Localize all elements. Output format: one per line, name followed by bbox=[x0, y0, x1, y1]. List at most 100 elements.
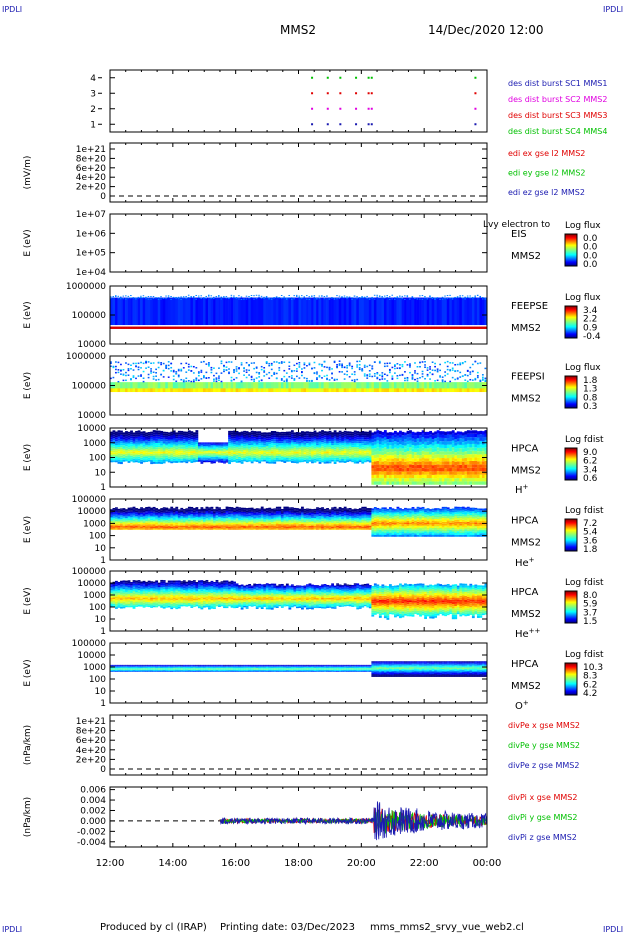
feepsi-cell bbox=[132, 369, 135, 371]
hpca_h-cell bbox=[170, 441, 174, 444]
feepse-cell bbox=[388, 298, 391, 300]
hpca_he1-cell bbox=[185, 525, 189, 528]
feepse-cell bbox=[459, 295, 461, 297]
hpca_he1-cell bbox=[185, 509, 189, 511]
hpca_he1-cell bbox=[157, 514, 161, 516]
hpca_h-colorbar-tick: 6.2 bbox=[583, 457, 597, 467]
feepse-cell bbox=[127, 297, 131, 326]
hpca_h-cell bbox=[248, 450, 252, 453]
feepse-cell bbox=[414, 326, 417, 329]
hpca_h-cell bbox=[117, 457, 121, 460]
hpca_he1-cell bbox=[122, 525, 126, 528]
hpca_h-cell bbox=[190, 443, 194, 446]
feepsi-cell bbox=[414, 378, 416, 381]
feepsi-cell bbox=[215, 382, 219, 392]
hpca_h-cell bbox=[295, 459, 299, 462]
hpca_he1-cell bbox=[187, 516, 191, 519]
hpca_h-cell bbox=[180, 436, 184, 439]
feepse-cell bbox=[253, 298, 255, 300]
hpca_h-cell bbox=[421, 443, 425, 448]
feepsi-cell bbox=[394, 365, 396, 367]
hpca_h-cell bbox=[336, 437, 340, 440]
hpca_h-cell bbox=[228, 457, 231, 460]
feepsi-cell bbox=[399, 388, 402, 393]
hpca_h-cell bbox=[110, 439, 113, 442]
hpca_h-cell bbox=[172, 430, 176, 433]
feepse-cell bbox=[240, 297, 244, 326]
hpca_h-cell bbox=[348, 459, 352, 462]
hpca_he1-cell bbox=[165, 511, 169, 514]
hpca_h-cell bbox=[112, 432, 116, 435]
feepsi-cell bbox=[210, 388, 214, 393]
feepse-cell bbox=[258, 294, 260, 296]
feepsi-cell bbox=[404, 371, 406, 373]
feepsi-cell bbox=[338, 364, 341, 367]
hpca_h-cell bbox=[130, 430, 133, 433]
hpca_h-cell bbox=[328, 457, 332, 460]
feepsi-cell bbox=[293, 364, 296, 367]
feepse-cell bbox=[404, 297, 407, 326]
feepsi-cell bbox=[135, 365, 137, 367]
hpca_h-cell bbox=[411, 451, 415, 455]
hpca_h-cell bbox=[429, 437, 433, 442]
hpca_h-cell bbox=[132, 456, 136, 459]
hpca_h-cell bbox=[391, 465, 395, 469]
hpca_h-cell bbox=[469, 437, 473, 441]
feepsi-cell bbox=[253, 362, 256, 364]
hpca_h-cell bbox=[172, 452, 176, 455]
hpca_h-cell bbox=[368, 438, 372, 441]
feepsi-cell bbox=[313, 382, 317, 392]
hpca_h-cell bbox=[152, 432, 156, 435]
feepsi-cell bbox=[481, 374, 484, 376]
hpca_he1-cell bbox=[200, 512, 204, 515]
hpca_h-cell bbox=[338, 430, 342, 433]
hpca_h-cell bbox=[175, 432, 179, 435]
hpca_he1-cell bbox=[140, 518, 143, 520]
hpca_h-cell bbox=[426, 441, 430, 446]
feepsi-cell bbox=[190, 365, 193, 368]
hpca_h-cell bbox=[338, 460, 342, 463]
feepsi-cell bbox=[426, 388, 430, 393]
hpca_h-cell bbox=[429, 471, 433, 475]
feepsi-cell bbox=[353, 379, 356, 381]
feepse-cell bbox=[449, 297, 451, 299]
hpca_he1-cell bbox=[175, 522, 179, 525]
hpca_h-cell bbox=[353, 436, 357, 439]
feepse-cell bbox=[353, 295, 356, 297]
hpca_h-cell bbox=[373, 458, 377, 462]
hpca_h-cell bbox=[238, 434, 241, 436]
hpca_he1-cell bbox=[125, 519, 128, 521]
feepsi-cell bbox=[162, 382, 166, 392]
hpca_h-cell bbox=[371, 452, 375, 456]
hpca_h-cell bbox=[180, 454, 184, 457]
feepsi-cell bbox=[341, 364, 343, 367]
hpca_h-cell bbox=[431, 465, 435, 469]
feepse-cell bbox=[421, 326, 425, 329]
hpca_he1-cell bbox=[127, 518, 131, 521]
feepsi-cell bbox=[130, 378, 132, 381]
feepsi-cell bbox=[454, 378, 457, 381]
hpca_he1-cell bbox=[150, 511, 154, 514]
hpca_h-cell bbox=[361, 441, 365, 444]
feepse-cell bbox=[110, 297, 113, 326]
hpca_h-cell bbox=[373, 438, 377, 442]
hpca_h-cell bbox=[383, 474, 387, 478]
feepsi-cell bbox=[140, 388, 143, 393]
burst-burst-mark bbox=[339, 76, 342, 79]
feepse-cell bbox=[293, 297, 297, 326]
hpca_h-cell bbox=[127, 443, 131, 446]
hpca_h-cell bbox=[142, 456, 146, 459]
hpca_h-cell bbox=[270, 437, 274, 440]
hpca_h-cell bbox=[449, 441, 453, 445]
feepsi-cell bbox=[333, 379, 336, 381]
hpca_h-cell bbox=[421, 457, 425, 461]
hpca_h-cell bbox=[341, 433, 345, 436]
hpca_h-cell bbox=[110, 452, 113, 455]
feepse-cell bbox=[336, 326, 340, 329]
hpca_h-cell bbox=[471, 440, 475, 444]
hpca_h-cell bbox=[303, 454, 307, 457]
feepse-cell bbox=[120, 326, 123, 329]
hpca_h-ytick-label: 1 bbox=[100, 483, 106, 493]
feepse-cell bbox=[471, 326, 475, 329]
feepsi-cell bbox=[348, 388, 352, 393]
